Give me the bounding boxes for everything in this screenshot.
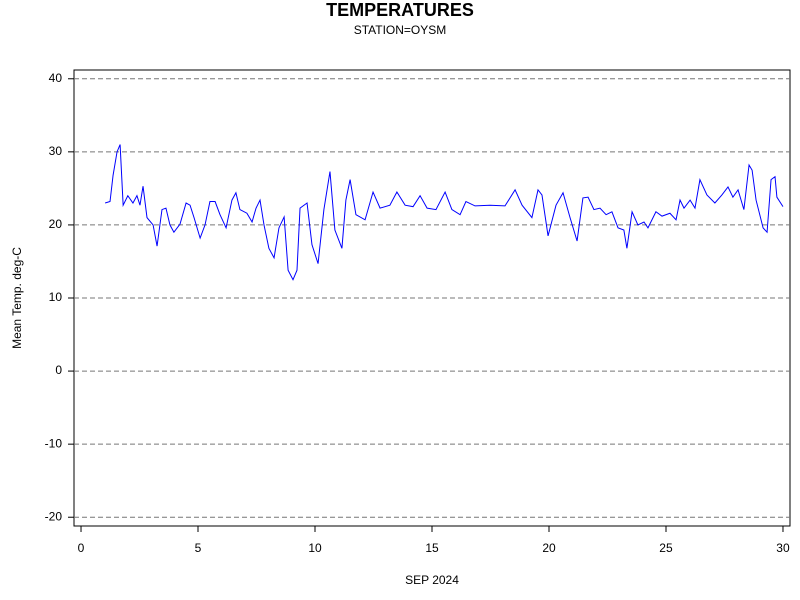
x-tick-label: 30 bbox=[776, 541, 790, 555]
chart-subtitle: STATION=OYSM bbox=[354, 23, 447, 37]
y-tick-label: 20 bbox=[49, 217, 63, 231]
x-tick-label: 5 bbox=[195, 541, 202, 555]
y-axis-label: Mean Temp. deg-C bbox=[10, 247, 24, 349]
chart-title: TEMPERATURES bbox=[326, 0, 474, 20]
y-tick-label: -10 bbox=[45, 436, 63, 450]
x-tick-label: 0 bbox=[78, 541, 85, 555]
x-tick-label: 10 bbox=[308, 541, 322, 555]
y-tick-label: 10 bbox=[49, 290, 63, 304]
x-tick-label: 15 bbox=[425, 541, 439, 555]
x-axis-label: SEP 2024 bbox=[405, 573, 459, 587]
y-tick-label: 30 bbox=[49, 144, 63, 158]
y-tick-label: 40 bbox=[49, 71, 63, 85]
x-tick-label: 20 bbox=[542, 541, 556, 555]
temperature-line bbox=[104, 144, 784, 281]
y-tick-label: 0 bbox=[55, 363, 62, 377]
x-tick-label: 25 bbox=[659, 541, 673, 555]
y-tick-label: -20 bbox=[45, 509, 63, 523]
